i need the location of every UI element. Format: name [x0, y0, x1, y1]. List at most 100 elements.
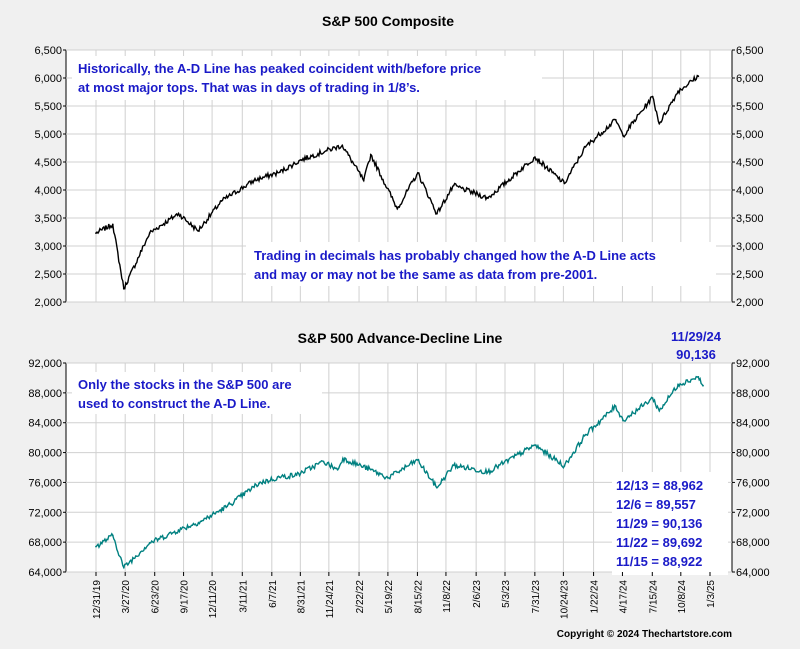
bottom-data-point-12 [342, 457, 344, 460]
top-y-tick-right: 3,000 [736, 241, 764, 253]
recent-value-0: 12/13 = 88,962 [616, 478, 703, 493]
bottom-data-point-3 [148, 542, 151, 544]
top-y-axis-right: 2,000 2,500 3,000 3,500 4,000 4,500 5,000 5,500… [732, 45, 764, 309]
top-data-point-21 [584, 146, 587, 148]
top-data-point-14 [396, 207, 399, 210]
bottom-y-axis-right: 64,000 68,000 72,000 76,000 80,000 84,000 88,0… [732, 358, 770, 579]
bottom-data-point-21 [584, 433, 587, 436]
x-tick-label-7: 8/31/21 [296, 580, 307, 614]
top-data-point-5 [197, 230, 199, 232]
x-tick-label-16: 10/24/23 [559, 580, 570, 619]
bottom-data-point-11 [336, 468, 339, 471]
bottom-y-tick-right: 88,000 [736, 388, 770, 400]
top-data-point-27 [697, 75, 700, 78]
bottom-series-group [95, 375, 704, 570]
x-tick-label-8: 11/24/21 [325, 580, 336, 619]
bottom-data-point-6 [226, 505, 229, 508]
top-y-tick-left: 2,000 [34, 297, 62, 309]
bottom-y-tick-right: 80,000 [736, 448, 770, 460]
recent-value-2: 11/29 = 90,136 [616, 516, 702, 531]
top-y-tick-left: 2,500 [34, 269, 62, 281]
top-data-point-11 [341, 144, 344, 147]
top-data-point-13 [369, 153, 372, 156]
recent-values-list: 12/13 = 88,962 12/6 = 89,557 11/29 = 90,13… [612, 472, 728, 575]
bottom-data-point-15 [416, 459, 419, 461]
bottom-y-tick-right: 72,000 [736, 507, 770, 519]
top-data-point-15 [416, 172, 419, 174]
x-tick-label-10: 5/19/22 [384, 580, 395, 614]
top-data-point-24 [651, 95, 654, 98]
x-tick-label-11: 8/15/22 [413, 580, 424, 614]
top-y-tick-right: 5,500 [736, 101, 764, 113]
top-annotation-line-2: at most major tops. That was in days of … [78, 80, 420, 95]
top-y-tick-left: 5,500 [34, 101, 62, 113]
top-y-axis-left: 2,000 2,500 3,000 3,500 4,000 4,500 5,000 5,500… [34, 45, 66, 309]
bottom-data-point-13 [369, 468, 372, 471]
bottom-data-point-2 [122, 566, 125, 569]
bottom-data-point-22 [614, 405, 617, 408]
x-tick-label-13: 2/6/23 [472, 580, 483, 608]
top-data-point-17 [452, 184, 455, 187]
top-series-group [95, 74, 700, 290]
top-data-point-3 [148, 232, 151, 234]
top-data-point-18 [487, 197, 489, 200]
top-data-point-1 [111, 223, 114, 226]
bottom-y-tick-left: 84,000 [28, 418, 62, 430]
x-tick-label-14: 5/3/23 [501, 580, 512, 608]
top-y-tick-right: 5,000 [736, 129, 764, 141]
copyright-text: Copyright © 2024 Thechartstore.com [557, 629, 732, 640]
top-y-tick-right: 2,000 [736, 297, 764, 309]
bottom-panel: S&P 500 Advance-Decline Line 11/29/24 90… [28, 329, 769, 619]
x-tick-label-5: 3/11/21 [238, 580, 249, 613]
top-y-tick-left: 4,000 [34, 185, 62, 197]
top-data-point-23 [622, 134, 624, 137]
top-data-point-2 [122, 287, 125, 290]
bottom-chart-title: S&P 500 Advance-Decline Line [298, 330, 503, 346]
bottom-data-point-9 [295, 474, 298, 476]
bottom-series-line-0 [95, 375, 704, 570]
top-y-tick-left: 5,000 [34, 129, 62, 141]
top-y-tick-right: 3,500 [736, 213, 764, 225]
bottom-note-line-2: used to construct the A-D Line. [78, 396, 270, 411]
top-data-point-4 [177, 212, 180, 215]
bottom-data-point-16 [436, 486, 438, 489]
bottom-y-tick-right: 76,000 [736, 477, 770, 489]
bottom-y-tick-left: 76,000 [28, 477, 62, 489]
bottom-data-point-8 [278, 476, 281, 479]
top-annotation-bg-2 [246, 242, 716, 286]
x-tick-label-6: 6/7/21 [268, 580, 279, 608]
top-data-point-22 [614, 118, 617, 121]
top-y-tick-left: 6,000 [34, 73, 62, 85]
top-annotation-line-4: and may or may not be the same as data f… [254, 267, 597, 282]
top-y-tick-right: 6,000 [736, 73, 764, 85]
x-tick-label-3: 9/17/20 [180, 580, 191, 614]
bottom-data-point-4 [177, 529, 180, 532]
bottom-y-tick-left: 92,000 [28, 358, 62, 370]
callout-value: 90,136 [676, 347, 716, 362]
bottom-data-point-7 [258, 482, 260, 485]
top-y-tick-left: 3,000 [34, 241, 62, 253]
top-data-point-20 [563, 182, 566, 185]
top-y-tick-right: 4,500 [736, 157, 764, 169]
bottom-note-bg [72, 372, 322, 414]
top-chart-title: S&P 500 Composite [322, 13, 454, 29]
bottom-y-tick-right: 84,000 [736, 418, 770, 430]
bottom-y-tick-left: 80,000 [28, 448, 62, 460]
x-tick-label-15: 7/31/23 [531, 580, 542, 614]
x-tick-label-20: 10/8/24 [677, 580, 688, 614]
bottom-y-tick-right: 64,000 [736, 567, 770, 579]
bottom-data-point-19 [534, 444, 536, 446]
bottom-data-point-1 [111, 534, 114, 537]
x-tick-label-2: 6/23/20 [151, 580, 162, 614]
top-y-tick-right: 6,500 [736, 45, 764, 57]
bottom-y-tick-right: 92,000 [736, 358, 770, 370]
bottom-data-point-20 [563, 465, 566, 467]
top-data-point-25 [658, 122, 661, 125]
x-tick-label-1: 3/27/20 [121, 580, 132, 614]
bottom-y-tick-left: 88,000 [28, 388, 62, 400]
top-y-tick-left: 3,500 [34, 213, 62, 225]
bottom-y-axis-left: 64,000 68,000 72,000 76,000 80,000 84,000 88,0… [28, 358, 66, 579]
x-tick-label-12: 11/8/22 [442, 580, 453, 613]
